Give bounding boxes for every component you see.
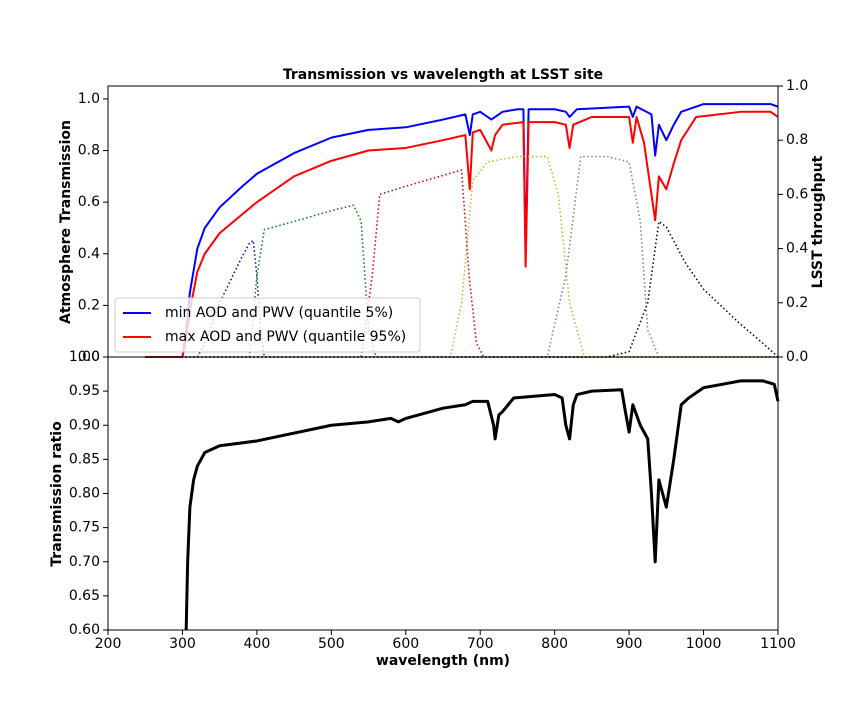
y-tick-label: 0.0 [78, 349, 100, 365]
legend-box [114, 297, 421, 353]
x-tick-label: 1100 [760, 636, 796, 652]
y-tick-label: 0.70 [69, 554, 100, 570]
x-tick-label: 1000 [686, 636, 722, 652]
legend-label: min AOD and PWV (quantile 5%) [165, 305, 393, 321]
y-tick-label: 0.75 [69, 520, 100, 536]
y2-axis-label: LSST throughput [810, 155, 826, 288]
y-tick-label: 0.4 [78, 246, 100, 262]
y-tick-label: 0.2 [78, 297, 100, 313]
y-tick-label: 0.80 [69, 486, 100, 502]
y-tick-label: 0.60 [69, 622, 100, 638]
y-tick-label: 0.8 [78, 143, 100, 159]
y2-tick-label: 1.0 [786, 78, 808, 94]
chart-title: Transmission vs wavelength at LSST site [283, 67, 603, 83]
data-line [145, 169, 778, 358]
y-tick-label: 0.95 [69, 383, 100, 399]
x-tick-label: 700 [467, 636, 494, 652]
y-tick-label: 0.6 [78, 194, 100, 210]
x-tick-label: 400 [244, 636, 271, 652]
legend-label: max AOD and PWV (quantile 95%) [165, 329, 406, 345]
plot-frame [107, 356, 779, 631]
x-axis-label: wavelength (nm) [376, 653, 510, 669]
y-tick-label: 0.85 [69, 451, 100, 467]
data-line [145, 110, 779, 358]
data-line [184, 379, 780, 631]
y-tick-label: 0.90 [69, 417, 100, 433]
x-tick-label: 900 [616, 636, 643, 652]
x-tick-label: 200 [95, 636, 122, 652]
y2-tick-label: 0.2 [786, 295, 808, 311]
x-tick-label: 600 [392, 636, 419, 652]
data-line [145, 155, 778, 358]
y-axis-label: Transmission ratio [49, 421, 65, 567]
y-tick-label: 1.0 [78, 91, 100, 107]
x-tick-label: 300 [169, 636, 196, 652]
x-tick-label: 800 [541, 636, 568, 652]
y2-tick-label: 0.6 [786, 186, 808, 202]
y2-tick-label: 0.4 [786, 241, 808, 257]
y-tick-label: 1.00 [69, 349, 100, 365]
y-axis-label: Atmosphere Transmission [58, 120, 74, 324]
x-tick-label: 500 [318, 636, 345, 652]
y-tick-label: 0.65 [69, 588, 100, 604]
y2-tick-label: 0.8 [786, 132, 808, 148]
y2-tick-label: 0.0 [786, 349, 808, 365]
data-line [145, 220, 779, 358]
data-line [145, 103, 779, 358]
